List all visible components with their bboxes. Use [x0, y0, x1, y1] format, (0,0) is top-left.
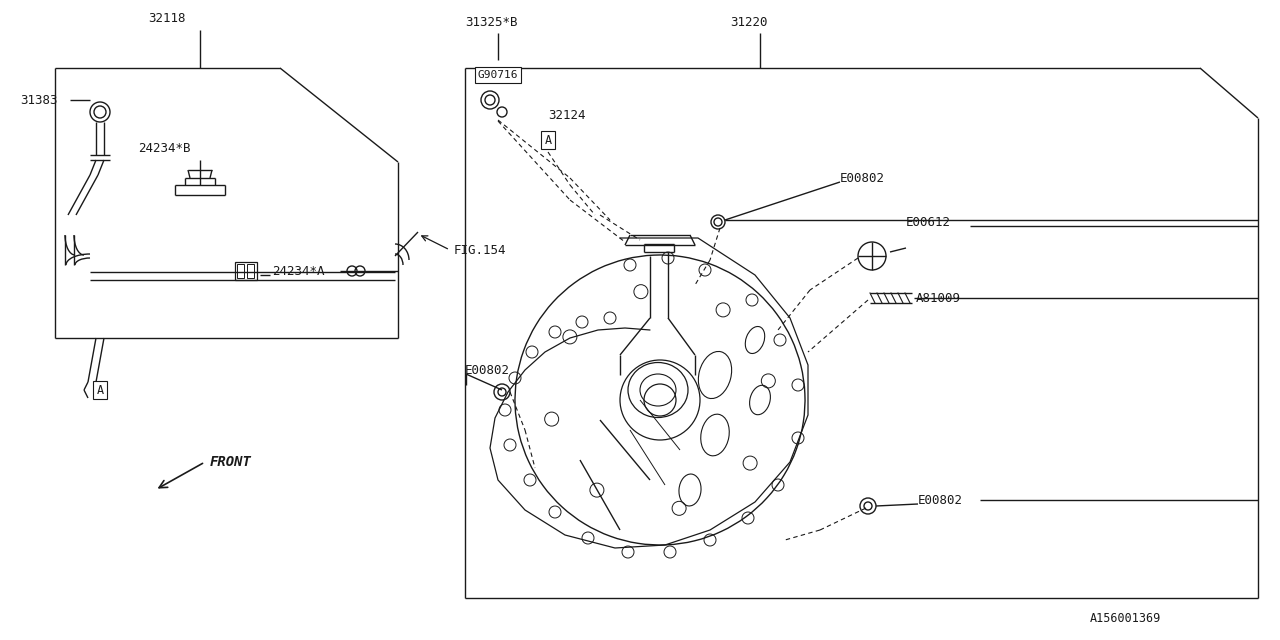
Text: A: A [544, 134, 552, 147]
Text: A81009: A81009 [916, 291, 961, 305]
Bar [247, 264, 253, 278]
Text: 24234*B: 24234*B [138, 141, 191, 154]
Bar [236, 262, 257, 280]
Text: 32124: 32124 [548, 109, 585, 122]
Text: E00802: E00802 [918, 493, 963, 506]
Text: G90716: G90716 [477, 70, 518, 80]
Text: A: A [96, 383, 104, 397]
Text: A156001369: A156001369 [1091, 611, 1161, 625]
Text: 31383: 31383 [20, 93, 58, 106]
Text: E00612: E00612 [906, 216, 951, 228]
Text: E00802: E00802 [465, 364, 509, 376]
Text: FIG.154: FIG.154 [454, 243, 507, 257]
Bar [237, 264, 244, 278]
Text: FRONT: FRONT [210, 455, 252, 469]
Text: 31325*B: 31325*B [465, 15, 517, 29]
Text: 32118: 32118 [148, 12, 186, 24]
Text: E00802: E00802 [840, 172, 884, 184]
Text: 24234*A: 24234*A [273, 264, 325, 278]
Text: 31220: 31220 [730, 15, 768, 29]
